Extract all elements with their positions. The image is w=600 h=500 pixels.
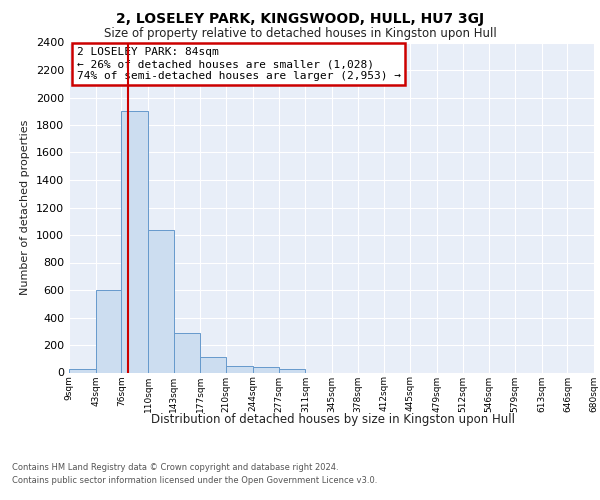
Bar (200, 358, 226, 372)
Text: Size of property relative to detached houses in Kingston upon Hull: Size of property relative to detached ho… (104, 28, 496, 40)
Text: Contains HM Land Registry data © Crown copyright and database right 2024.: Contains HM Land Registry data © Crown c… (12, 462, 338, 471)
Bar (69, 369, 95, 372)
Bar (226, 366, 253, 372)
Bar (121, 112, 148, 372)
Bar (148, 230, 174, 372)
Text: 2, LOSELEY PARK, KINGSWOOD, HULL, HU7 3GJ: 2, LOSELEY PARK, KINGSWOOD, HULL, HU7 3G… (116, 12, 484, 26)
Text: Contains public sector information licensed under the Open Government Licence v3: Contains public sector information licen… (12, 476, 377, 485)
Bar (278, 369, 305, 372)
Text: Distribution of detached houses by size in Kingston upon Hull: Distribution of detached houses by size … (151, 412, 515, 426)
Text: 2 LOSELEY PARK: 84sqm
← 26% of detached houses are smaller (1,028)
74% of semi-d: 2 LOSELEY PARK: 84sqm ← 26% of detached … (77, 48, 401, 80)
Bar (95, 290, 121, 372)
Bar (253, 367, 278, 372)
Bar (174, 332, 200, 372)
Y-axis label: Number of detached properties: Number of detached properties (20, 120, 31, 295)
